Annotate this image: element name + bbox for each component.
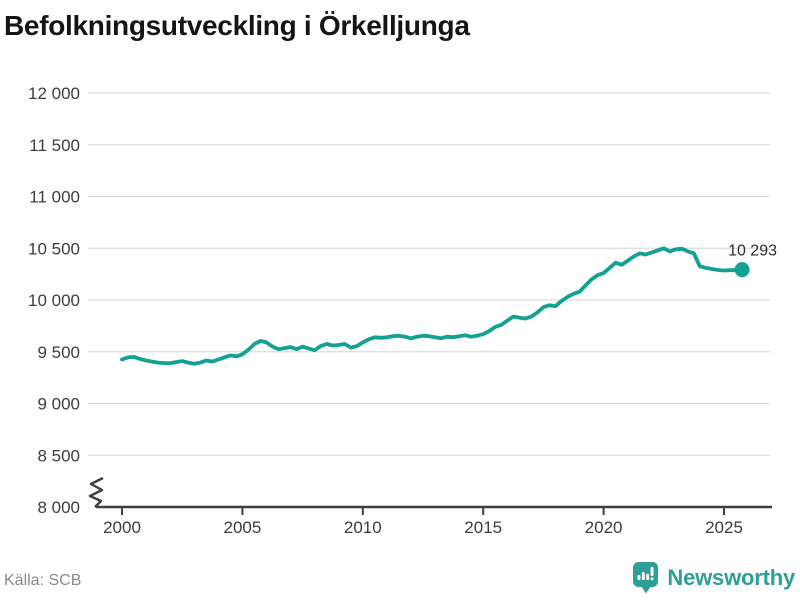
population-line	[120, 246, 744, 366]
y-tick-label: 9 500	[37, 343, 80, 362]
y-tick-label: 8 000	[37, 498, 80, 517]
x-tick-label: 2005	[223, 518, 261, 537]
brand[interactable]: Newsworthy	[632, 561, 795, 594]
x-tick-label: 2000	[103, 518, 141, 537]
x-tick-label: 2020	[585, 518, 623, 537]
newsworthy-logo-icon	[633, 562, 659, 594]
latest-value-dot	[734, 262, 750, 278]
x-axis: 2000 2005 2010 2015 2020 2025	[96, 505, 772, 537]
chart-title: Befolkningsutveckling i Örkelljunga	[4, 10, 470, 41]
x-tick-label: 2025	[705, 518, 743, 537]
y-tick-label: 9 000	[37, 395, 80, 414]
gridlines	[88, 92, 770, 456]
population-line-chart: 8 000 8 500 9 000 9 500 10 000 10 500 11 000 11…	[28, 84, 777, 537]
y-tick-label: 11 000	[29, 188, 80, 207]
logo-bars	[637, 566, 655, 581]
y-tick-label: 12 000	[28, 84, 80, 103]
y-axis-labels: 8 000 8 500 9 000 9 500 10 000 10 500 11 000 11…	[28, 84, 80, 517]
x-tick-label: 2010	[344, 518, 382, 537]
y-tick-label: 10 500	[28, 239, 80, 258]
y-tick-label: 8 500	[37, 446, 80, 465]
brand-name: Newsworthy	[667, 564, 795, 590]
y-tick-label: 11 500	[29, 136, 80, 155]
source-label: Källa: SCB	[4, 572, 82, 589]
axis-break-icon	[88, 476, 104, 508]
y-tick-label: 10 000	[28, 291, 80, 310]
latest-value-label: 10 293	[728, 243, 777, 260]
x-tick-label: 2015	[464, 518, 502, 537]
